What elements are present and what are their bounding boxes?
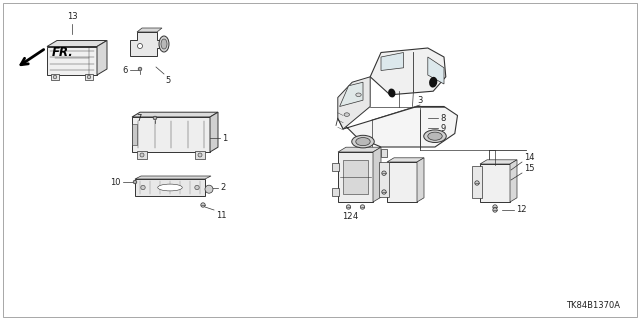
Circle shape [346, 205, 351, 209]
Bar [137, 151, 147, 159]
Ellipse shape [356, 138, 370, 146]
Text: 7: 7 [136, 114, 142, 123]
Polygon shape [428, 57, 444, 84]
Circle shape [140, 153, 144, 157]
Circle shape [195, 185, 199, 190]
Text: FR.: FR. [52, 45, 74, 59]
Polygon shape [510, 160, 517, 202]
Bar [472, 166, 482, 198]
Text: 2: 2 [220, 183, 225, 193]
Polygon shape [338, 147, 381, 152]
Bar [381, 149, 387, 157]
Text: 8: 8 [440, 114, 445, 123]
Bar [132, 124, 137, 145]
Polygon shape [381, 52, 403, 70]
Bar [343, 160, 368, 194]
Text: 9: 9 [440, 124, 445, 132]
Circle shape [382, 190, 386, 194]
Ellipse shape [352, 135, 374, 148]
Polygon shape [480, 160, 517, 164]
Text: 4: 4 [353, 212, 358, 221]
Text: 12: 12 [516, 205, 527, 214]
Bar [195, 151, 205, 159]
Polygon shape [417, 158, 424, 202]
Bar [132, 117, 210, 152]
Circle shape [205, 185, 213, 193]
Ellipse shape [424, 130, 446, 142]
Ellipse shape [429, 77, 437, 88]
Ellipse shape [356, 93, 361, 97]
Polygon shape [338, 107, 458, 147]
Circle shape [493, 205, 497, 209]
Text: 15: 15 [524, 164, 534, 172]
Circle shape [141, 185, 145, 190]
Polygon shape [137, 28, 162, 32]
Circle shape [87, 75, 91, 79]
Bar [332, 163, 339, 171]
Circle shape [138, 44, 143, 49]
Text: 10: 10 [111, 178, 121, 187]
Polygon shape [370, 48, 446, 95]
Polygon shape [387, 158, 424, 162]
Ellipse shape [388, 89, 396, 98]
Circle shape [53, 75, 57, 79]
Circle shape [198, 153, 202, 157]
Text: 3: 3 [417, 96, 422, 105]
Circle shape [360, 205, 365, 209]
Circle shape [153, 116, 157, 120]
Circle shape [382, 171, 386, 175]
Polygon shape [338, 77, 370, 129]
Bar [135, 179, 205, 196]
Bar [338, 152, 373, 202]
Polygon shape [47, 46, 97, 75]
Text: 1: 1 [222, 133, 227, 142]
Text: TK84B1370A: TK84B1370A [566, 301, 620, 310]
Polygon shape [132, 112, 218, 117]
Ellipse shape [159, 36, 169, 52]
Text: 14: 14 [524, 154, 534, 163]
Bar [332, 188, 339, 196]
Ellipse shape [344, 113, 349, 116]
Text: 5: 5 [165, 76, 170, 85]
Text: 11: 11 [216, 211, 227, 220]
Text: 12: 12 [342, 212, 352, 221]
Circle shape [138, 67, 142, 71]
Text: 6: 6 [123, 66, 128, 75]
Polygon shape [135, 176, 211, 179]
Polygon shape [130, 32, 164, 56]
Polygon shape [47, 41, 107, 46]
Polygon shape [373, 147, 381, 202]
Circle shape [133, 180, 137, 184]
Text: 13: 13 [67, 12, 77, 21]
Ellipse shape [157, 184, 182, 191]
Polygon shape [97, 41, 107, 75]
Bar [387, 162, 417, 202]
Bar [379, 162, 389, 197]
Bar [51, 74, 59, 80]
Polygon shape [210, 112, 218, 152]
Circle shape [201, 203, 205, 207]
Bar [480, 164, 510, 202]
Polygon shape [340, 82, 363, 107]
Circle shape [475, 181, 479, 185]
Bar [85, 74, 93, 80]
Ellipse shape [428, 132, 442, 140]
Circle shape [493, 208, 497, 212]
Ellipse shape [161, 39, 167, 49]
